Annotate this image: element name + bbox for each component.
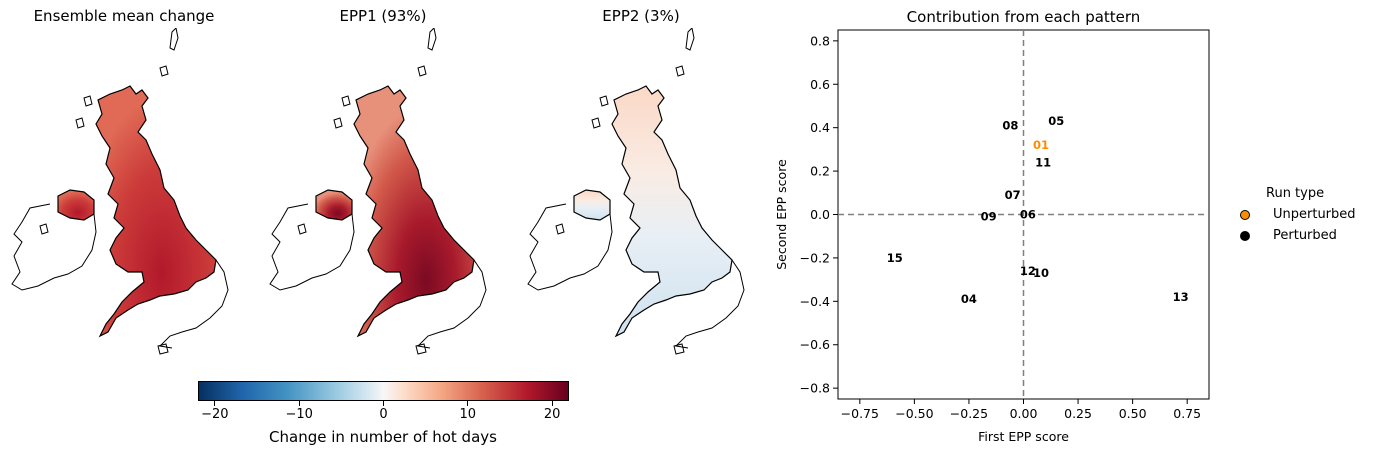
map-title-ensemble-mean: Ensemble mean change	[33, 7, 215, 25]
x-tick-label: 0.75	[1173, 406, 1201, 421]
point-label-06: 06	[1020, 208, 1036, 222]
x-tick-label: −0.75	[841, 406, 879, 421]
map-title-epp2: EPP2 (3%)	[602, 7, 680, 25]
point-label-07: 07	[1005, 188, 1021, 202]
y-tick-label: −0.2	[800, 250, 830, 265]
legend-label-unperturbed: Unperturbed	[1273, 207, 1356, 222]
colorbar-tick-mark	[383, 401, 384, 406]
legend-marker-perturbed	[1240, 231, 1250, 241]
y-tick-label: 0.2	[810, 164, 830, 179]
legend-title: Run type	[1266, 186, 1325, 201]
legend-label-perturbed: Perturbed	[1273, 228, 1337, 243]
colorbar-tick-label: 20	[543, 407, 561, 422]
colorbar-tick-mark	[467, 401, 469, 406]
y-axis-label: Second EPP score	[774, 159, 789, 270]
point-label-01: 01	[1033, 138, 1049, 152]
y-tick-label: 0.0	[810, 207, 830, 222]
colorbar-tick-label: −10	[285, 407, 313, 422]
x-tick-label: −0.25	[950, 406, 988, 421]
colorbar-tick-mark	[551, 401, 553, 406]
point-label-12: 12	[1020, 264, 1036, 278]
y-tick-label: −0.8	[800, 381, 830, 396]
point-label-15: 15	[887, 251, 903, 265]
x-tick-label: 0.00	[1010, 406, 1038, 421]
map-title-epp1: EPP1 (93%)	[339, 7, 427, 25]
y-tick-label: 0.4	[810, 120, 830, 135]
y-tick-label: −0.6	[800, 337, 830, 352]
chart-title: Contribution from each pattern	[907, 8, 1141, 26]
colorbar-tick-label: 10	[459, 407, 477, 422]
point-label-13: 13	[1173, 290, 1189, 304]
point-label-08: 08	[1002, 119, 1018, 133]
point-label-11: 11	[1035, 155, 1051, 169]
point-label-09: 09	[981, 210, 997, 224]
colorbar	[198, 381, 569, 401]
x-tick-label: 0.50	[1119, 406, 1147, 421]
y-tick-label: 0.8	[810, 33, 830, 48]
y-tick-label: 0.6	[810, 77, 830, 92]
colorbar-tick-mark	[214, 401, 216, 406]
x-tick-label: −0.50	[895, 406, 933, 421]
point-label-10: 10	[1033, 266, 1049, 280]
y-tick-label: −0.4	[800, 294, 830, 309]
point-label-04: 04	[961, 292, 977, 306]
colorbar-tick-label: −20	[201, 407, 229, 422]
colorbar-tick-mark	[298, 401, 300, 406]
x-axis-label: First EPP score	[978, 429, 1069, 444]
x-tick-label: 0.25	[1064, 406, 1092, 421]
colorbar-gradient	[198, 381, 569, 401]
point-label-05: 05	[1048, 114, 1064, 128]
colorbar-tick-label: 0	[379, 407, 388, 422]
colorbar-label: Change in number of hot days	[269, 428, 497, 446]
legend-marker-unperturbed	[1240, 210, 1250, 220]
